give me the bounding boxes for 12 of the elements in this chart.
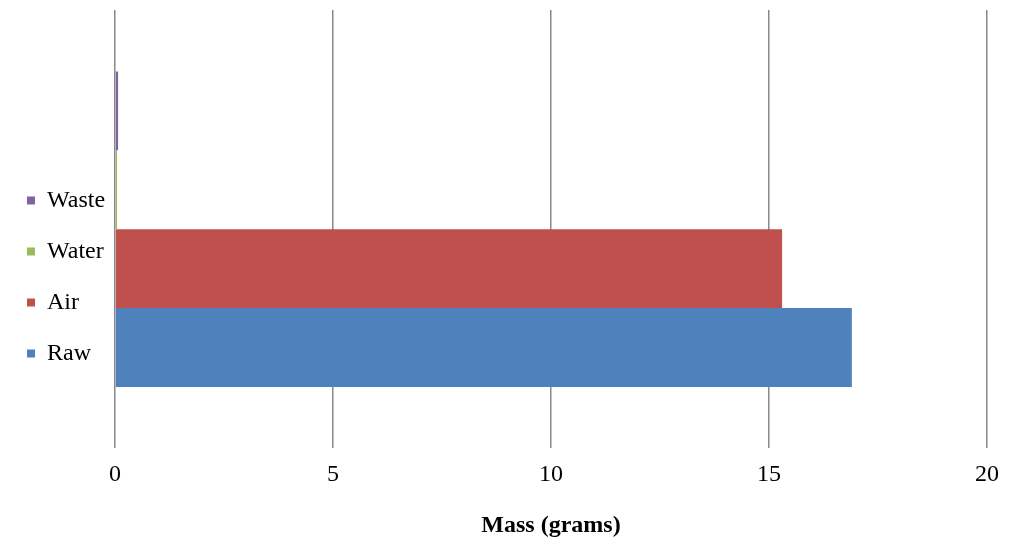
x-tick-label: 5 <box>327 460 340 487</box>
x-tick-label: 0 <box>109 460 122 487</box>
x-axis-title: Mass (grams) <box>481 510 621 537</box>
legend-label: Raw <box>47 338 92 365</box>
legend-label: Waste <box>47 185 106 212</box>
legend-label: Water <box>47 236 104 263</box>
bar <box>115 308 852 388</box>
x-tick-label: 20 <box>975 460 999 487</box>
x-tick-label: 10 <box>539 460 564 487</box>
legend-label: Air <box>47 287 79 314</box>
x-tick-label: 15 <box>757 460 782 487</box>
bar <box>115 229 783 309</box>
